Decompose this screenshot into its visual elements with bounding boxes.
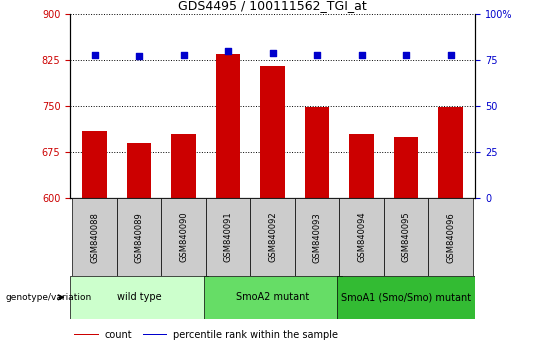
Bar xyxy=(394,137,418,198)
Bar xyxy=(438,107,463,198)
Point xyxy=(135,54,144,59)
Bar xyxy=(349,134,374,198)
Point xyxy=(357,52,366,57)
Bar xyxy=(70,276,208,319)
Bar xyxy=(161,198,206,276)
Bar xyxy=(117,198,161,276)
Bar xyxy=(127,143,151,198)
Text: GSM840094: GSM840094 xyxy=(357,212,366,263)
Text: GSM840090: GSM840090 xyxy=(179,212,188,263)
Point xyxy=(90,52,99,57)
Text: GSM840092: GSM840092 xyxy=(268,212,277,263)
Bar xyxy=(83,131,107,198)
Text: GSM840091: GSM840091 xyxy=(224,212,233,263)
Bar xyxy=(216,54,240,198)
Bar xyxy=(340,198,384,276)
Bar xyxy=(305,107,329,198)
Bar xyxy=(72,198,117,276)
Point xyxy=(313,52,321,57)
Bar xyxy=(206,198,251,276)
Text: SmoA2 mutant: SmoA2 mutant xyxy=(236,292,309,302)
Bar xyxy=(428,198,473,276)
Text: percentile rank within the sample: percentile rank within the sample xyxy=(173,330,339,339)
Text: wild type: wild type xyxy=(117,292,161,302)
Bar xyxy=(143,333,167,336)
Bar xyxy=(172,134,196,198)
Bar xyxy=(204,276,342,319)
Point xyxy=(447,52,455,57)
Point xyxy=(179,52,188,57)
Text: GSM840088: GSM840088 xyxy=(90,212,99,263)
Bar xyxy=(75,333,98,336)
Point xyxy=(402,52,410,57)
Bar xyxy=(260,66,285,198)
Point xyxy=(224,48,233,54)
Text: GSM840095: GSM840095 xyxy=(402,212,411,263)
Text: genotype/variation: genotype/variation xyxy=(5,293,92,302)
Bar xyxy=(384,198,428,276)
Bar xyxy=(295,198,340,276)
Text: GSM840093: GSM840093 xyxy=(313,212,322,263)
Text: count: count xyxy=(105,330,132,339)
Bar xyxy=(338,276,475,319)
Text: GSM840096: GSM840096 xyxy=(446,212,455,263)
Point xyxy=(268,50,277,56)
Text: SmoA1 (Smo/Smo) mutant: SmoA1 (Smo/Smo) mutant xyxy=(341,292,471,302)
Title: GDS4495 / 100111562_TGI_at: GDS4495 / 100111562_TGI_at xyxy=(178,0,367,12)
Text: GSM840089: GSM840089 xyxy=(134,212,144,263)
Bar xyxy=(251,198,295,276)
